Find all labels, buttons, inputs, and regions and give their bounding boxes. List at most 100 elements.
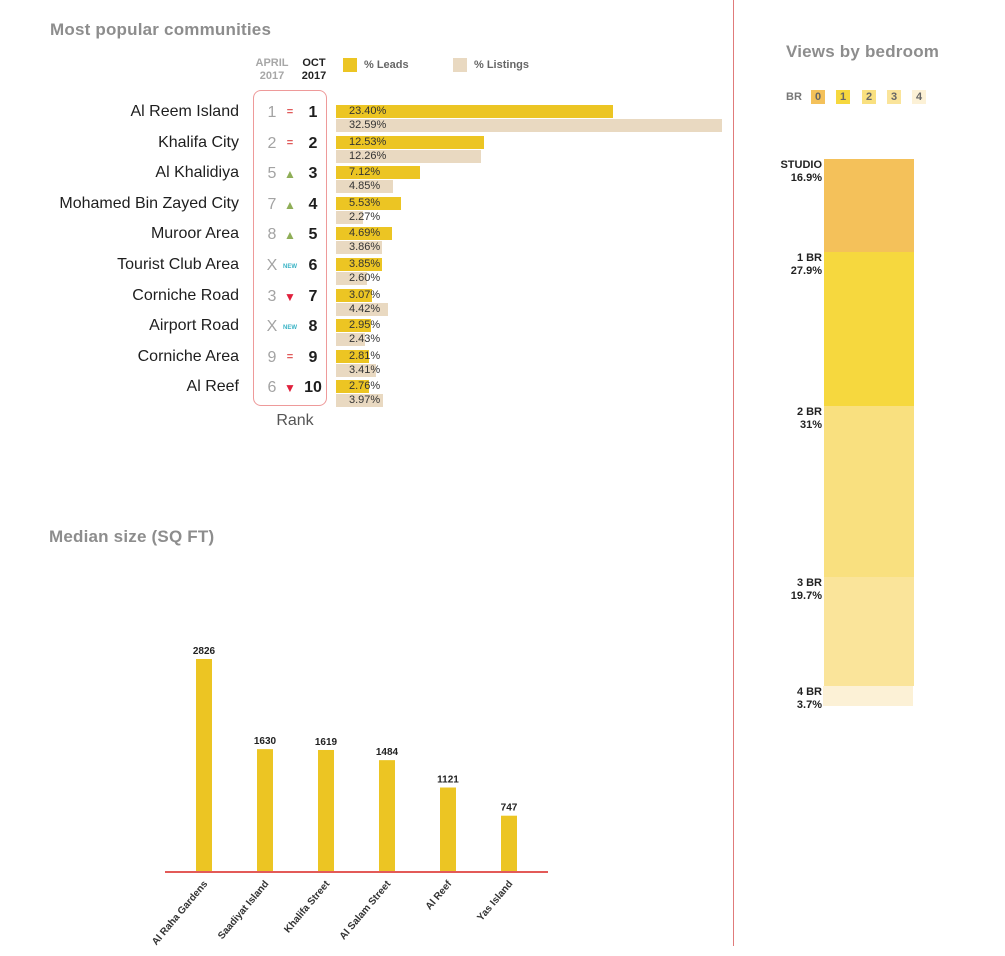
bedroom-percent: 31% [799,419,822,432]
rank-label: Rank [276,412,314,429]
trend-up-icon: ▲ [284,228,296,243]
oct-2017-header: OCT 2017 [301,57,327,82]
leads-value-label: 4.69% [349,227,381,240]
trend-same-icon: = [286,350,294,363]
median-category-label: Al Reef [424,878,455,912]
trend-same-icon: = [286,106,294,118]
listings-bar [336,241,382,255]
median-category-label: Yas Island [475,879,515,924]
listings-bar [336,363,377,377]
median-bar [318,749,334,872]
leads-value-label: 3.85% [349,258,381,270]
listings-value-label: 12.26% [349,149,387,162]
median-size-chart: 2826 Al Raha Gardens 1630 Saadiyat Island 16… [150,646,548,948]
bedroom-segment-label: 1 BR 27.9% [760,252,822,278]
rank-april: 5 [267,165,277,183]
bedroom-segment [824,406,914,577]
br-key-label: BR [786,91,802,103]
listings-value-label: 4.85% [349,180,381,193]
rank-april: 7 [267,195,277,213]
bedroom-key-chip: 4 [912,90,926,104]
median-category-label: Al Salam Street [338,878,394,942]
community-name: Corniche Area [137,347,239,365]
bedroom-category: 2 BR [796,406,822,419]
communities-title: Most popular communities [50,20,272,39]
trend-down-icon: ▼ [284,381,296,396]
rank-april: X [266,257,278,274]
april-2017-header: APRIL 2017 [255,57,289,82]
leads-bar [336,196,402,210]
trend-down-icon: ▼ [284,289,296,304]
leads-value-label: 23.40% [349,105,387,117]
bedroom-segment-label: STUDIO 16.9% [760,159,822,185]
listings-bar [336,302,389,316]
median-value-label: 1630 [254,736,277,747]
bedroom-segment-label: 4 BR 3.7% [760,686,822,712]
listings-bar [336,394,384,408]
median-bar [501,815,517,872]
listings-bar [336,149,482,163]
rank-april: 6 [267,379,277,397]
median-value-label: 1121 [437,775,459,786]
rank-april: 2 [267,134,277,152]
leads-bar [336,319,371,333]
leads-value-label: 5.53% [349,196,381,209]
community-name: Khalifa City [158,133,239,151]
community-name: Airport Road [149,317,239,335]
listings-swatch [453,58,467,72]
median-value-label: 1619 [315,737,338,748]
listings-value-label: 32.59% [349,119,387,131]
community-name: Al Reef [186,378,239,396]
bedroom-percent: 3.7% [796,698,822,711]
median-bar [379,760,395,872]
community-name: Muroor Area [150,225,239,243]
bedroom-category: 4 BR [796,685,822,698]
rank-oct: 6 [308,257,318,274]
bedroom-segment [824,252,914,407]
leads-value-label: 7.12% [349,166,381,179]
legend-listings: % Listings [453,58,529,72]
bedroom-segment [824,159,914,253]
median-value-label: 2826 [193,646,216,657]
median-value-label: 747 [501,803,518,814]
median-bar [196,659,212,872]
trend-same-icon: = [286,136,294,149]
leads-bar [336,135,485,149]
community-name: Tourist Club Area [117,256,239,273]
bedroom-percent: 16.9% [790,172,822,184]
median-category-label: Saadiyat Island [216,879,271,942]
listings-bar [336,180,394,194]
rank-oct: 7 [308,287,318,305]
leads-bar [336,258,382,271]
rank-april: 3 [267,287,277,305]
bedroom-segment [824,576,914,686]
rank-april: 9 [267,348,277,366]
rank-april: 8 [267,226,277,244]
rank-oct: 5 [308,226,318,244]
community-name: Al Reem Island [130,103,240,120]
median-value-label: 1484 [376,747,399,758]
listings-value-label: 3.86% [349,241,381,254]
rank-april: 1 [267,104,277,121]
listings-bar [336,210,363,224]
leads-value-label: 12.53% [349,135,387,148]
bedroom-key-chip: 0 [811,90,825,104]
rank-oct: 9 [308,348,318,366]
bedroom-category: STUDIO [780,159,822,171]
median-category-label: Al Raha Gardens [150,879,211,948]
listings-value-label: 4.42% [349,302,381,315]
rank-oct: 2 [308,134,318,152]
leads-value-label: 2.76% [349,380,381,393]
listings-bar [336,333,365,347]
listings-value-label: 2.27% [349,210,381,223]
legend-leads-label: % Leads [364,59,409,71]
leads-bar [336,166,421,180]
trend-up-icon: ▲ [284,167,296,182]
bedroom-percent: 27.9% [790,265,822,278]
leads-bar [336,349,370,363]
trend-new-icon: NEW [283,264,297,270]
rank-oct: 8 [308,318,318,336]
bedroom-category: 3 BR [796,576,822,589]
legend-listings-label: % Listings [474,59,530,71]
bedroom-segment-label: 2 BR 31% [760,406,822,432]
